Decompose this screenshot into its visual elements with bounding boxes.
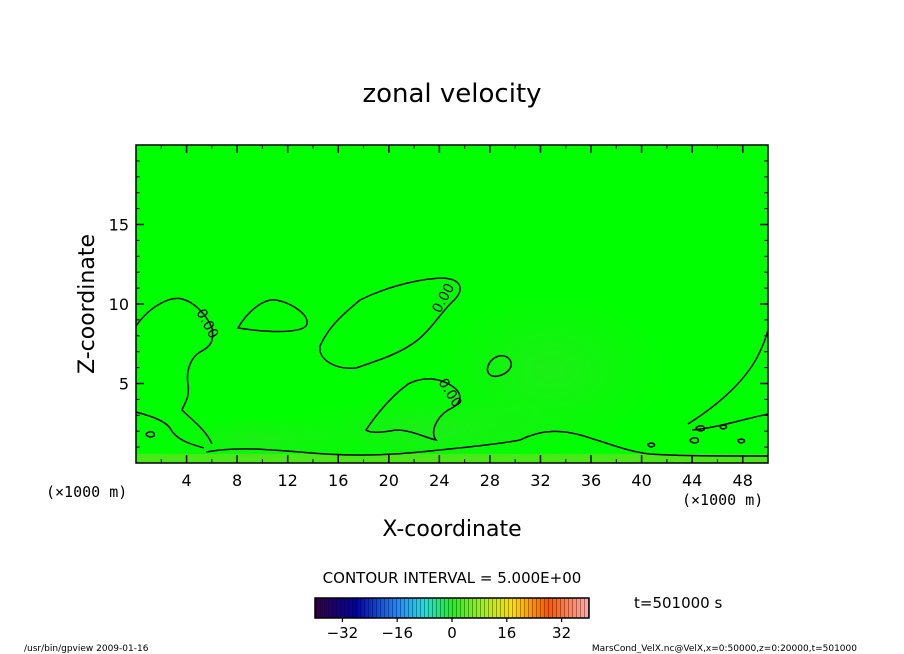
contour-small-ring: [486, 355, 512, 378]
contour-small-1: [145, 431, 156, 438]
contour-interval-text: CONTOUR INTERVAL = 5.000E+00: [323, 569, 582, 587]
colorbar: −32 −16 0 16 32: [314, 597, 590, 642]
x-tick-label: 16: [328, 471, 348, 490]
contour-small-2: [695, 425, 706, 432]
x-tick-label: 4: [181, 471, 191, 490]
surface-band: [136, 454, 768, 463]
y-tick-label: 10: [109, 295, 129, 314]
contour-mid-upper: [236, 299, 308, 333]
colorbar-tick-label: 16: [497, 624, 516, 642]
footer-left: /usr/bin/gpview 2009-01-16: [24, 644, 149, 654]
x-unit-left: (×1000 m): [46, 483, 127, 501]
y-tick-label: 5: [119, 375, 129, 394]
x-tick-label: 48: [733, 471, 753, 490]
colorbar-tick-label: −16: [381, 624, 413, 642]
x-unit-right: (×1000 m): [682, 491, 763, 509]
x-tick-label: 20: [379, 471, 399, 490]
colorbar-stripes: [315, 598, 589, 618]
contour-small-4: [689, 437, 700, 444]
contour-left-lobe: [135, 297, 214, 445]
x-tick-label: 28: [480, 471, 500, 490]
chart-title: zonal velocity: [362, 79, 541, 109]
contour-small-5: [647, 442, 656, 448]
x-tick-label: 40: [631, 471, 651, 490]
colorbar-tick-label: −32: [327, 624, 359, 642]
x-tick-label: 12: [278, 471, 298, 490]
x-tick-label: 36: [581, 471, 601, 490]
y-axis: 5 10 15: [109, 160, 768, 448]
colorbar-ticks: −32 −16 0 16 32: [327, 618, 571, 642]
colorbar-tick-label: 0: [447, 624, 457, 642]
y-axis-label: Z-coordinate: [75, 234, 100, 374]
contour-big-blob: [319, 277, 461, 369]
x-tick-label: 8: [232, 471, 242, 490]
x-tick-label: 24: [429, 471, 449, 490]
x-tick-label: 32: [530, 471, 550, 490]
colorbar-tick-label: 32: [552, 624, 571, 642]
footer-right: MarsCond_VelX.nc@VelX,x=0:50000,z=0:2000…: [592, 644, 857, 654]
contour-small-3: [719, 424, 728, 430]
contour-right-upper: [687, 329, 769, 425]
contour-lines: [135, 277, 769, 457]
contour-right-lower: [691, 413, 769, 431]
time-label: t=501000 s: [634, 594, 722, 612]
contour-small-6: [737, 438, 746, 444]
contour-mid-lower: [364, 378, 461, 442]
x-axis-label: X-coordinate: [382, 517, 521, 542]
contour-ground: [205, 430, 769, 457]
x-axis: 4 8 12 16 20 24 28 32 36 40 44 48: [160, 145, 753, 490]
contour-left-lower: [135, 411, 205, 449]
x-tick-label: 44: [682, 471, 702, 490]
plot-area: 0.00 0.00 0.00: [135, 144, 769, 465]
y-tick-label: 15: [109, 216, 129, 235]
field-shading-2: [280, 395, 580, 465]
